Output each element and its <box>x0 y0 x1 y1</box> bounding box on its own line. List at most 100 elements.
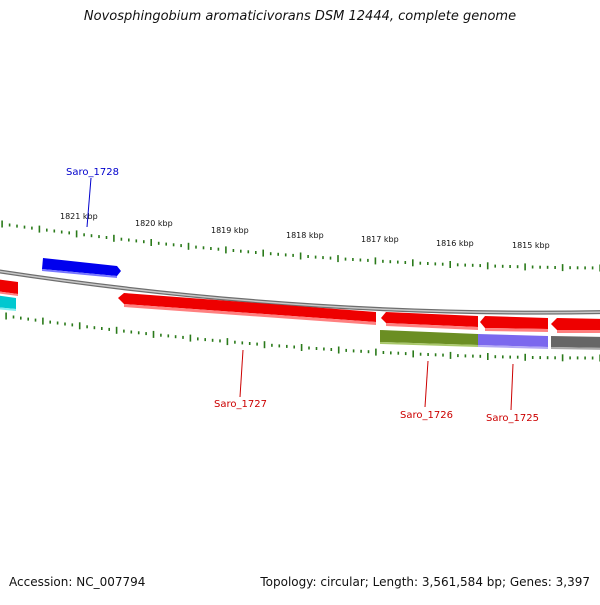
ruler-minor-tick <box>382 259 384 263</box>
inner-ruler-ticks <box>5 312 600 362</box>
ruler-minor-tick <box>442 353 444 357</box>
ruler-minor-tick <box>204 338 206 342</box>
genome-backbone-highlight <box>0 270 600 314</box>
ruler-minor-tick <box>404 352 407 356</box>
ruler-label: 1815 kbp <box>512 241 550 250</box>
ruler-minor-tick <box>219 339 221 343</box>
ruler-minor-tick <box>584 266 586 270</box>
ruler-minor-tick <box>210 247 212 250</box>
ruler-minor-tick <box>241 341 244 345</box>
ruler-minor-tick <box>479 264 481 268</box>
ruler-minor-tick <box>234 340 236 344</box>
outer-ruler-ticks <box>1 220 600 272</box>
gene-saro-1728[interactable] <box>42 258 121 278</box>
ruler-major-tick <box>152 330 155 338</box>
ruler-minor-tick <box>105 236 108 239</box>
ruler-minor-tick <box>576 266 579 270</box>
ruler-minor-tick <box>167 334 170 338</box>
ruler-minor-tick <box>135 239 138 243</box>
ruler-minor-tick <box>330 348 333 351</box>
ruler-minor-tick <box>494 355 497 359</box>
ruler-minor-tick <box>27 317 29 321</box>
genome-backbone <box>0 269 600 315</box>
ruler-minor-tick <box>143 240 145 244</box>
gene-saro-1727[interactable] <box>118 293 376 325</box>
ruler-minor-tick <box>546 356 549 360</box>
ruler-minor-tick <box>352 349 355 353</box>
ruler-major-tick <box>225 246 227 254</box>
ruler-minor-tick <box>174 335 177 339</box>
ruler-minor-tick <box>182 335 184 339</box>
ruler-major-tick <box>561 354 564 362</box>
ruler-minor-tick <box>315 347 318 350</box>
ruler-major-tick <box>375 348 377 356</box>
ruler-minor-tick <box>323 347 325 351</box>
ruler-minor-tick <box>68 231 70 235</box>
gene-saro-1725[interactable] <box>480 316 548 332</box>
feature-purple[interactable] <box>478 334 548 349</box>
ruler-minor-tick <box>546 265 549 269</box>
ruler-minor-tick <box>308 346 310 350</box>
ruler-minor-tick <box>427 262 429 265</box>
gene-label-saro-1728[interactable]: Saro_1728 <box>66 167 119 178</box>
ruler-minor-tick <box>232 249 235 252</box>
ruler-minor-tick <box>427 353 429 356</box>
ruler-minor-tick <box>367 350 370 354</box>
ruler-minor-tick <box>502 355 504 359</box>
ruler-minor-tick <box>256 342 258 346</box>
gene-label-saro-1726[interactable]: Saro_1726 <box>400 410 453 421</box>
leader-line-saro-1727 <box>239 349 244 398</box>
ruler-major-tick <box>42 317 44 325</box>
ruler-minor-tick <box>516 355 519 359</box>
ruler-minor-tick <box>322 256 324 260</box>
ruler-minor-tick <box>360 349 362 353</box>
ruler-minor-tick <box>531 356 534 359</box>
ruler-minor-tick <box>591 266 594 270</box>
ruler-major-tick <box>487 353 489 360</box>
feature-olive[interactable] <box>380 330 478 347</box>
gene-fragment-right[interactable] <box>551 318 600 333</box>
ruler-major-tick <box>374 257 377 265</box>
ruler-minor-tick <box>255 251 257 254</box>
feature-cyan-fragment[interactable] <box>0 295 16 311</box>
ruler-minor-tick <box>71 323 74 327</box>
ruler-minor-tick <box>576 356 579 360</box>
gene-label-saro-1727[interactable]: Saro_1727 <box>214 399 267 410</box>
gene-label-saro-1725[interactable]: Saro_1725 <box>486 413 539 424</box>
ruler-major-tick <box>1 220 3 228</box>
ruler-minor-tick <box>404 261 407 264</box>
ruler-label: 1816 kbp <box>436 239 474 248</box>
leader-line-saro-1726 <box>424 360 429 408</box>
ruler-minor-tick <box>314 255 317 259</box>
gene-saro-1726[interactable] <box>381 312 478 330</box>
ruler-minor-tick <box>101 327 103 330</box>
ruler-minor-tick <box>419 352 422 356</box>
ruler-major-tick <box>38 225 41 233</box>
ruler-minor-tick <box>397 351 400 355</box>
ruler-minor-tick <box>471 263 474 267</box>
ruler-major-tick <box>189 334 192 342</box>
ruler-minor-tick <box>98 235 100 239</box>
ruler-major-tick <box>226 338 229 346</box>
ruler-minor-tick <box>108 327 110 331</box>
ruler-minor-tick <box>157 241 160 245</box>
ruler-minor-tick <box>434 353 437 357</box>
ruler-minor-tick <box>382 351 385 354</box>
ruler-major-tick <box>113 234 115 242</box>
ruler-major-tick <box>524 263 526 271</box>
ruler-minor-tick <box>419 261 422 265</box>
gene-fragment-left[interactable] <box>0 279 18 296</box>
ruler-major-tick <box>263 341 266 349</box>
ruler-major-tick <box>75 230 78 238</box>
ruler-major-tick <box>187 242 190 250</box>
ruler-minor-tick <box>278 344 281 348</box>
ruler-minor-tick <box>277 252 279 256</box>
feature-gray[interactable] <box>551 336 600 350</box>
ruler-minor-tick <box>284 253 287 257</box>
ruler-major-tick <box>486 262 489 270</box>
ruler-minor-tick <box>271 343 273 347</box>
ruler-minor-tick <box>172 243 175 247</box>
ruler-minor-tick <box>584 356 586 360</box>
